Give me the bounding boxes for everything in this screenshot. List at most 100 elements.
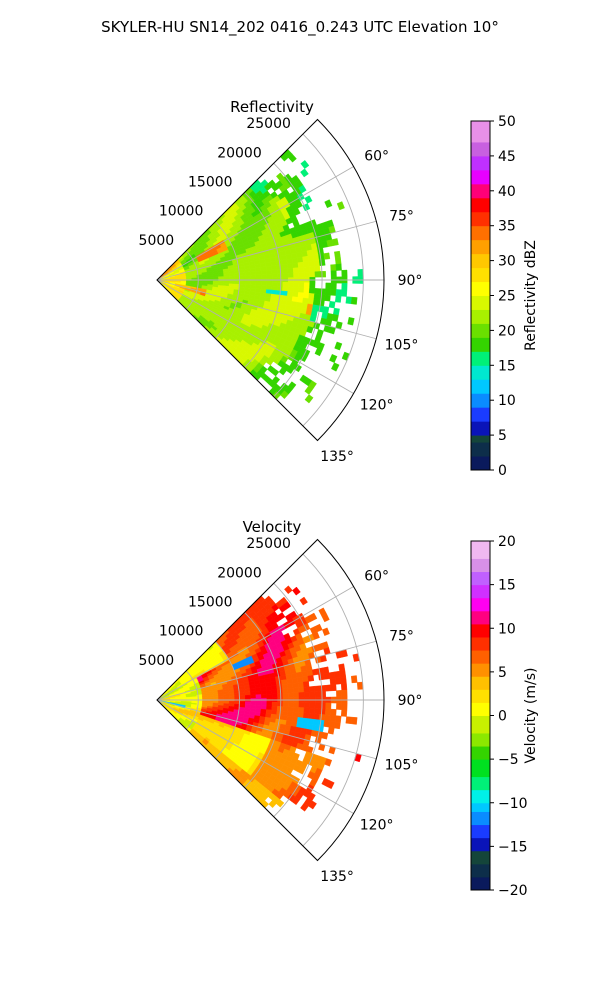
field-cell xyxy=(283,282,289,287)
field-cell xyxy=(320,289,326,295)
colorbar-swatch xyxy=(471,572,490,586)
field-cell xyxy=(341,677,347,684)
field-cell xyxy=(251,275,256,279)
field-cell xyxy=(267,282,273,286)
field-cell xyxy=(330,678,336,685)
field-cell xyxy=(282,689,288,694)
field-cell xyxy=(308,299,314,305)
colorbar-swatch xyxy=(471,825,490,839)
field-cell xyxy=(202,697,208,699)
field-cell xyxy=(256,271,262,275)
colorbar-swatch xyxy=(471,585,490,599)
field-cell xyxy=(320,685,326,691)
colorbar-tick-label: 15 xyxy=(498,578,516,594)
field-cell xyxy=(334,722,340,729)
field-cell xyxy=(348,317,355,325)
range-tick-label: 10000 xyxy=(159,624,204,640)
colorbar-swatch xyxy=(471,282,490,296)
field-cell xyxy=(272,282,278,286)
field-cell xyxy=(250,268,256,272)
field-cell xyxy=(272,286,278,291)
colorbar-tick-label: −20 xyxy=(498,883,528,899)
field-cell xyxy=(336,289,342,296)
azimuth-tick-label: 105° xyxy=(385,337,419,353)
field-cell xyxy=(256,282,262,286)
velocity-panel: Velocity 500010000150002000025000Meters6… xyxy=(139,0,600,899)
field-cell xyxy=(298,712,304,718)
field-cell xyxy=(261,274,267,278)
field-cell xyxy=(287,683,293,688)
field-cell xyxy=(314,294,320,300)
field-cell xyxy=(277,269,283,274)
field-cell xyxy=(293,693,299,698)
field-cell xyxy=(297,257,303,263)
field-cell xyxy=(261,702,267,706)
field-cell xyxy=(261,267,267,271)
field-cell xyxy=(224,276,229,279)
field-cell xyxy=(322,732,329,739)
colorbar-swatch xyxy=(471,393,490,407)
field-cell xyxy=(293,282,299,287)
colorbar-swatch xyxy=(471,716,490,734)
field-cell xyxy=(314,714,320,720)
field-cell xyxy=(336,690,342,697)
azimuth-tick-label: 90° xyxy=(398,273,423,289)
field-cell xyxy=(277,282,283,287)
field-cell xyxy=(304,692,310,697)
field-cell xyxy=(303,681,309,687)
field-cell xyxy=(298,292,304,298)
field-cell xyxy=(293,287,299,292)
field-cell xyxy=(288,287,294,292)
field-cell xyxy=(328,727,334,734)
colorbar-swatch xyxy=(471,558,490,572)
field-cell xyxy=(305,395,313,404)
field-cell xyxy=(351,297,357,304)
field-cell xyxy=(308,719,314,725)
field-cell xyxy=(299,272,305,277)
field-cell xyxy=(287,259,293,264)
colorbar-swatch xyxy=(471,268,490,282)
colorbar-tick-label: −15 xyxy=(498,839,528,855)
colorbar-swatch xyxy=(471,637,490,651)
colorbar-swatch xyxy=(471,309,490,323)
field-cell xyxy=(314,260,320,266)
azimuth-tick-label: 75° xyxy=(389,629,414,645)
field-cell xyxy=(298,687,304,692)
field-cell xyxy=(325,200,333,208)
field-cell xyxy=(310,692,316,698)
field-cell xyxy=(309,261,315,267)
field-cell xyxy=(277,265,283,270)
colorbar-swatch xyxy=(471,702,490,716)
field-cell xyxy=(310,703,316,709)
field-cell xyxy=(292,258,298,264)
field-cell xyxy=(240,695,246,698)
field-cell xyxy=(315,288,321,294)
field-cell xyxy=(331,363,339,372)
azimuth-tick-label: 90° xyxy=(398,693,423,709)
field-cell xyxy=(284,586,292,594)
field-cell xyxy=(218,277,224,279)
field-cell xyxy=(240,701,246,704)
field-cell xyxy=(298,707,304,712)
field-cell xyxy=(240,275,246,278)
field-cell xyxy=(277,711,283,716)
field-cell xyxy=(266,286,272,290)
field-cell xyxy=(288,268,294,273)
field-cell xyxy=(315,266,321,272)
field-cell xyxy=(282,269,288,274)
field-cell xyxy=(251,702,256,706)
field-cell xyxy=(293,268,299,273)
field-cell xyxy=(288,702,294,707)
colorbar-tick-label: 20 xyxy=(498,534,516,550)
field-cell xyxy=(287,263,293,268)
colorbar-swatch xyxy=(471,198,490,212)
colorbar-swatch xyxy=(471,351,490,365)
colorbar-swatch xyxy=(471,598,490,612)
field-cell xyxy=(331,709,337,716)
field-cell xyxy=(304,288,310,294)
field-cell xyxy=(283,693,289,698)
colorbar-swatch xyxy=(471,142,490,156)
field-cell xyxy=(245,282,251,285)
field-cell xyxy=(318,254,324,261)
